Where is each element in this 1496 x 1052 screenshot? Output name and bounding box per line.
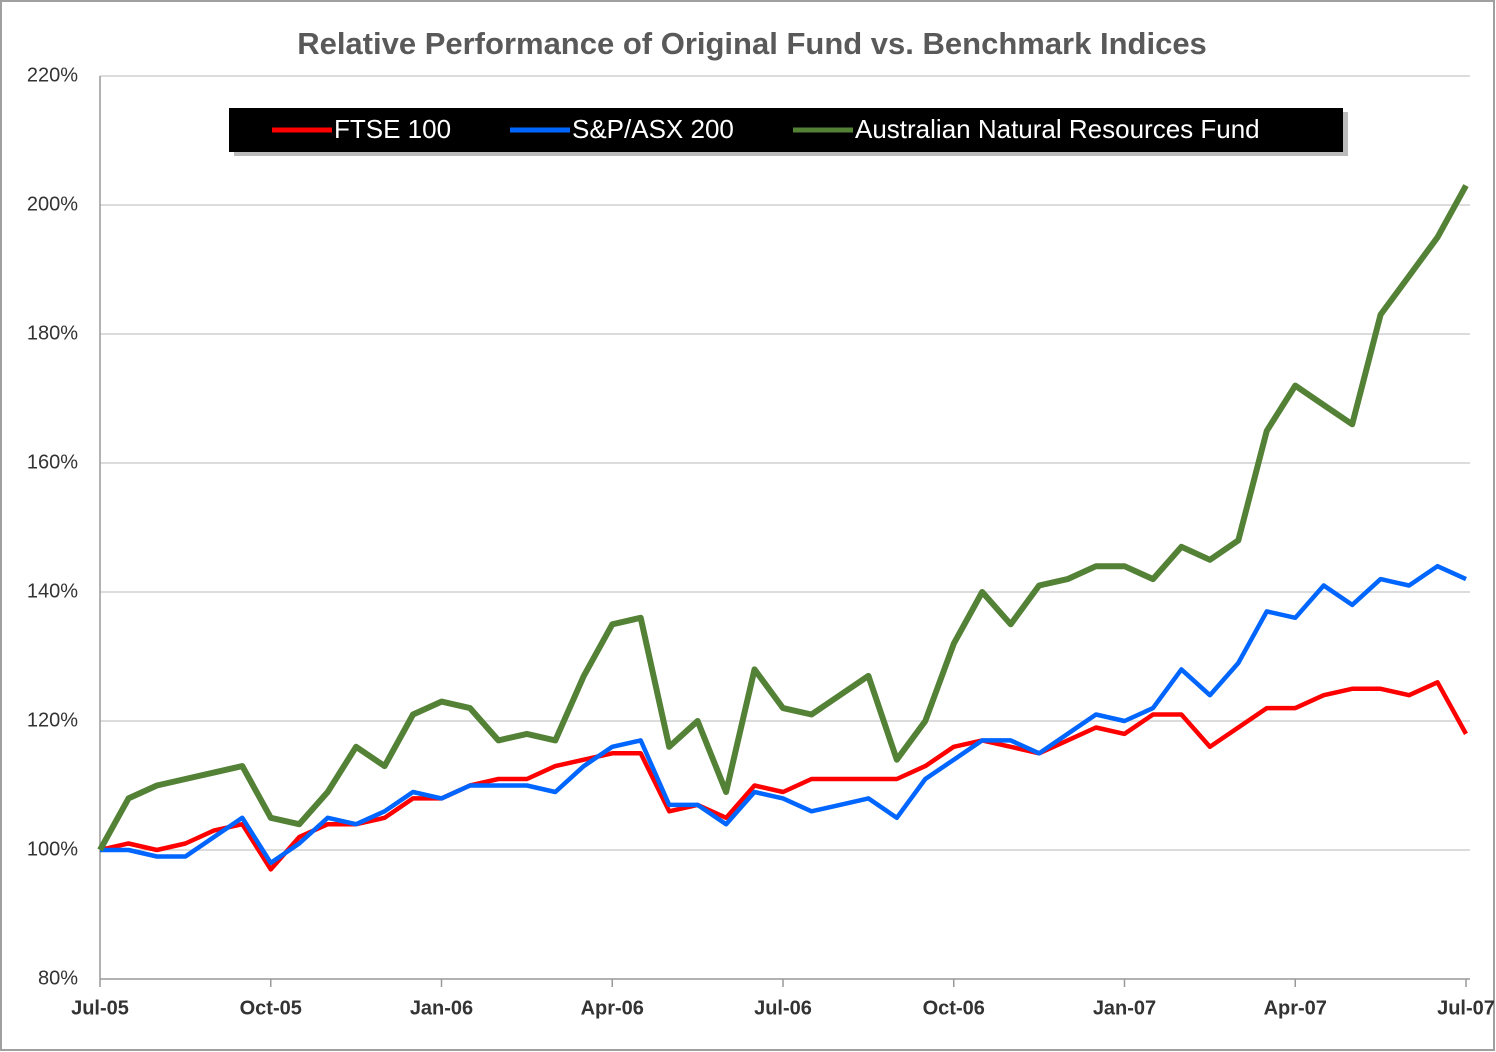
y-tick-label: 100% [27,838,78,860]
series-line [97,184,1469,852]
y-tick-label: 80% [38,967,78,989]
x-tick-label: Apr-06 [581,997,644,1019]
y-tick-label: 220% [27,64,78,86]
series-line [100,563,1467,866]
x-tick-label: Oct-05 [240,997,302,1019]
y-tick-label: 180% [27,322,78,344]
y-tick-label: 140% [27,580,78,602]
x-tick-label: Jan-07 [1093,997,1156,1019]
y-tick-label: 200% [27,193,78,215]
legend-label: FTSE 100 [334,114,451,144]
y-tick-label: 160% [27,451,78,473]
x-tick-label: Oct-06 [923,997,985,1019]
y-tick-label: 120% [27,709,78,731]
x-tick-label: Jul-05 [71,997,129,1019]
legend-box [229,108,1343,152]
legend-label: S&P/ASX 200 [572,114,734,144]
x-tick-label: Jul-07 [1437,997,1495,1019]
series-line [99,680,1468,872]
legend-label: Australian Natural Resources Fund [855,114,1260,144]
x-tick-label: Jul-06 [754,997,812,1019]
chart-title: Relative Performance of Original Fund vs… [297,26,1207,61]
x-tick-label: Apr-07 [1264,997,1327,1019]
x-tick-label: Jan-06 [410,997,473,1019]
